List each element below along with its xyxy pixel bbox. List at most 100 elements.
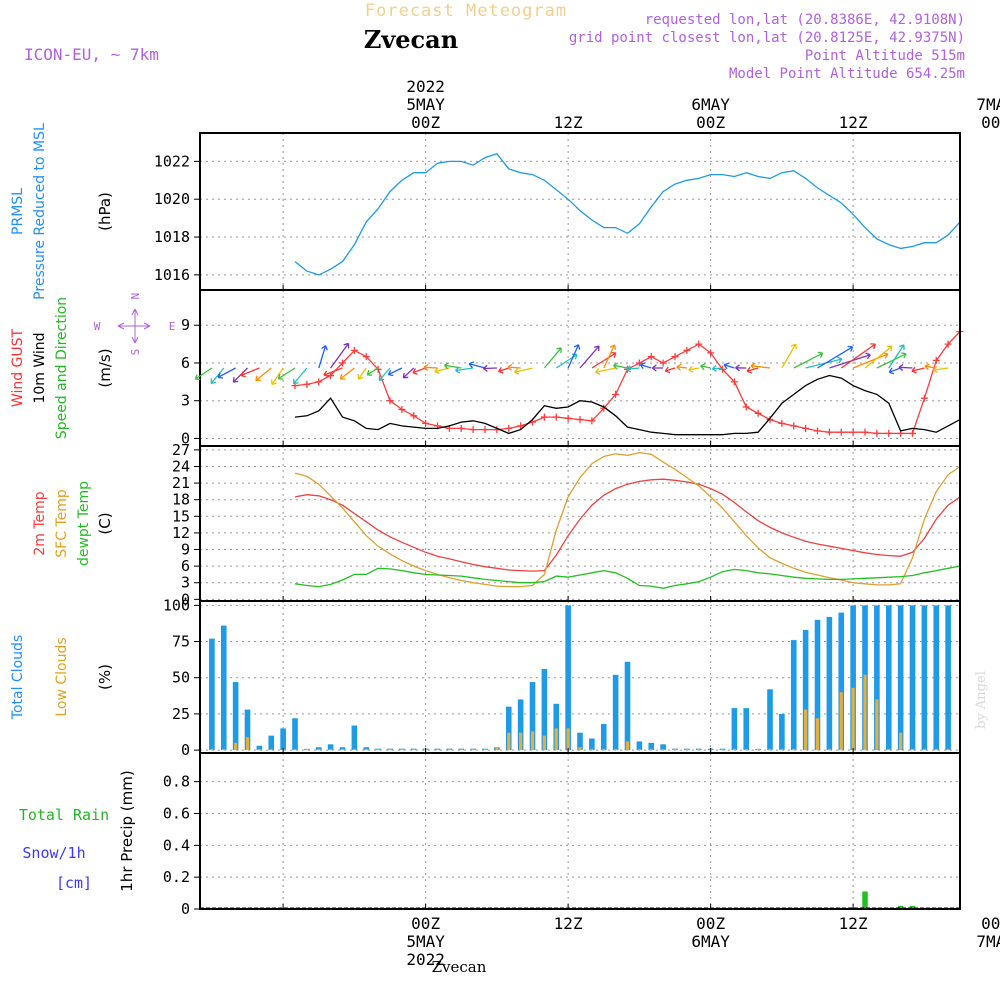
panel-label: Total Clouds — [10, 635, 26, 720]
precipitation-total-bars — [209, 891, 951, 909]
wind-arrow — [423, 363, 438, 371]
bar-mark — [590, 748, 594, 751]
wind-arrow — [639, 362, 652, 369]
bar-mark — [648, 742, 655, 751]
gust-marker — [873, 429, 881, 437]
model-name: ICON-EU, ~ 7km — [24, 45, 159, 64]
bar-mark — [910, 748, 915, 751]
gust-marker — [849, 428, 857, 436]
gust-marker — [766, 416, 774, 424]
wind-arrow — [700, 363, 711, 371]
series-line-wind-gust — [294, 331, 961, 435]
y-tick-label: 0 — [181, 590, 190, 608]
bar-mark — [720, 748, 725, 751]
y-tick-label: 12 — [172, 524, 190, 542]
wind-arrow — [323, 367, 343, 378]
wind-arrow — [402, 367, 415, 379]
bottom-time-label: 00Z — [696, 914, 725, 933]
bar-mark — [612, 674, 619, 751]
bar-mark — [743, 708, 750, 751]
gust-marker — [362, 353, 370, 361]
gust-marker — [802, 424, 810, 432]
compass-south: S — [129, 349, 142, 356]
gust-marker — [469, 426, 477, 434]
bar-mark — [862, 891, 868, 909]
y-tick-label: 0 — [181, 900, 190, 918]
bar-mark — [435, 748, 440, 751]
bar-mark — [553, 703, 560, 751]
bar-mark — [495, 747, 499, 751]
wind-arrow — [579, 345, 600, 369]
gust-marker — [350, 346, 358, 354]
panel-label: Total Rain — [19, 806, 109, 824]
y-tick-label: 0 — [181, 741, 190, 759]
gust-marker — [790, 422, 798, 430]
series-line-10m-wind — [294, 374, 961, 436]
wind-arrow — [255, 367, 272, 382]
gust-marker — [754, 409, 762, 417]
bar-mark — [885, 605, 892, 751]
bar-mark — [863, 674, 867, 751]
gust-marker — [742, 403, 750, 411]
bar-mark — [899, 732, 903, 751]
temperature-frame — [199, 445, 961, 602]
bar-mark — [732, 748, 736, 751]
wind-arrow — [514, 367, 533, 375]
gust-marker — [647, 353, 655, 361]
wind-arrow — [932, 366, 949, 374]
bar-mark — [660, 744, 666, 751]
y-tick-label: 100 — [163, 596, 190, 614]
y-tick-label: 0.6 — [163, 804, 190, 822]
wind-arrow — [591, 351, 617, 369]
model-altitude: Model Point Altitude 654.25m — [729, 66, 965, 82]
bar-mark — [851, 687, 855, 751]
y-tick-label: 6 — [181, 557, 190, 575]
bar-mark — [922, 748, 926, 751]
bar-mark — [222, 748, 226, 751]
wind-arrow — [292, 367, 308, 385]
bar-mark — [541, 669, 548, 751]
bar-mark — [565, 605, 571, 751]
bar-mark — [519, 732, 523, 751]
series-line-2m-temp — [294, 478, 961, 572]
wind-arrow — [781, 343, 797, 369]
panel-unit-label: (hPa) — [96, 192, 114, 231]
top-time-label: 00Z — [696, 113, 725, 132]
bar-mark — [875, 699, 879, 751]
bar-mark — [897, 605, 904, 751]
wind-arrow — [723, 362, 735, 370]
bar-mark — [363, 747, 370, 751]
wind-arrow — [507, 363, 521, 371]
wind-arrow — [911, 366, 925, 374]
wind-arrow — [366, 367, 379, 376]
bar-mark — [269, 748, 273, 751]
bar-mark — [802, 629, 809, 751]
bar-mark — [744, 748, 748, 751]
bar-mark — [245, 737, 250, 751]
wind-arrow — [543, 347, 562, 369]
wind-arrow — [217, 367, 236, 379]
gust-marker — [719, 365, 726, 373]
bottom-time-label: 00Z — [411, 914, 440, 933]
gust-marker — [588, 417, 596, 425]
y-tick-label: 15 — [172, 507, 190, 525]
gust-marker — [517, 422, 525, 430]
top-time-label: 12Z — [839, 113, 868, 132]
bar-mark — [257, 748, 261, 751]
bar-mark — [921, 605, 928, 751]
pressure-frame — [199, 132, 961, 291]
bar-mark — [507, 732, 511, 751]
gust-marker — [422, 419, 430, 427]
bar-mark — [315, 747, 322, 751]
wind-arrow — [210, 367, 225, 385]
wind-arrow — [817, 345, 854, 369]
gust-marker — [635, 359, 643, 367]
bar-mark — [814, 619, 821, 751]
bar-mark — [317, 748, 321, 751]
bar-mark — [909, 605, 916, 751]
bar-mark — [697, 748, 701, 751]
bar-mark — [839, 692, 843, 751]
top-time-label: 12Z — [554, 113, 583, 132]
gust-marker — [505, 424, 513, 432]
